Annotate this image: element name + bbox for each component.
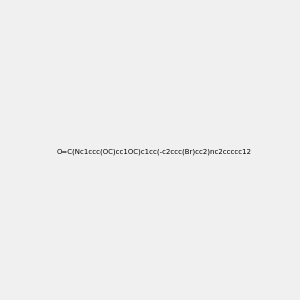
Text: O=C(Nc1ccc(OC)cc1OC)c1cc(-c2ccc(Br)cc2)nc2ccccc12: O=C(Nc1ccc(OC)cc1OC)c1cc(-c2ccc(Br)cc2)n… (56, 148, 251, 155)
